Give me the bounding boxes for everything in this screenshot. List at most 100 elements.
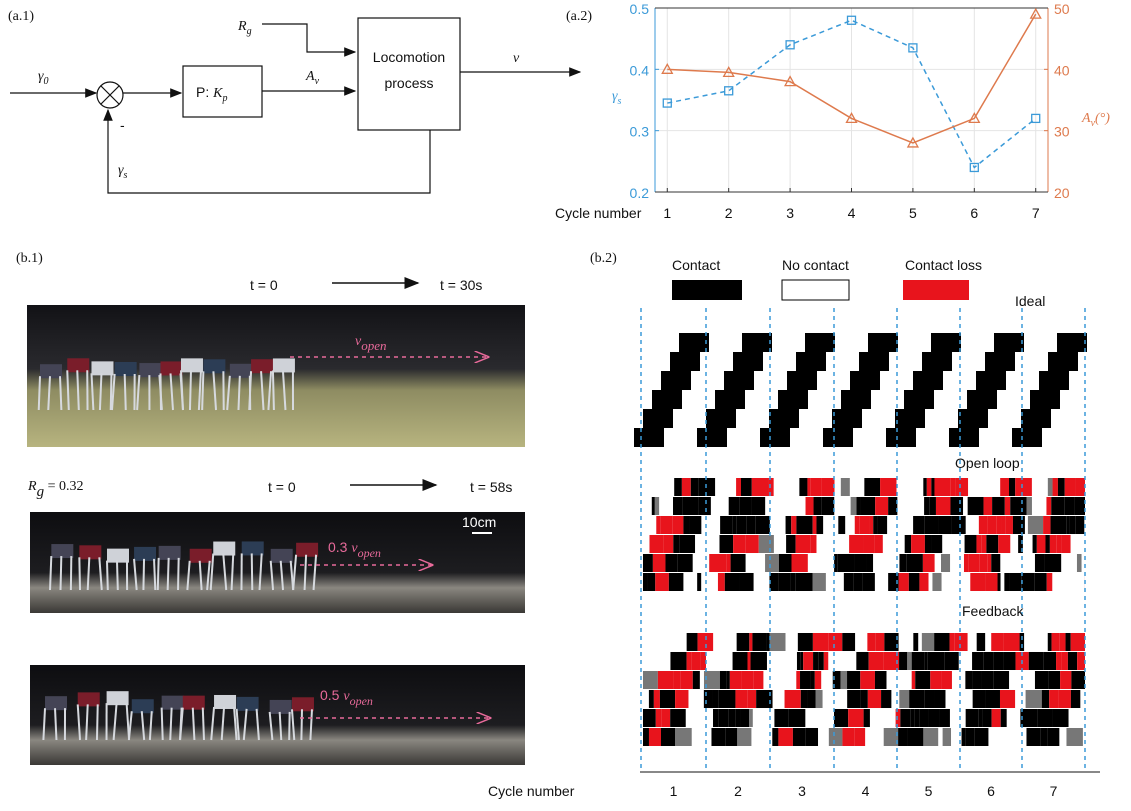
contact-block (849, 535, 863, 553)
robot-body (45, 696, 67, 710)
contact-block (970, 573, 985, 591)
contact-block (653, 554, 666, 572)
contact-block (823, 428, 853, 447)
contact-block (859, 352, 889, 371)
contact-block (701, 652, 706, 670)
contact-block (711, 728, 725, 746)
robot-leg (170, 708, 171, 740)
legend-label: Contact (672, 257, 720, 273)
contact-block (655, 573, 669, 591)
contact-block (791, 573, 796, 591)
robot-body (181, 358, 203, 372)
contact-block (691, 478, 698, 496)
contact-block (1057, 333, 1087, 352)
contact-block (1052, 709, 1068, 727)
contact-block (806, 728, 818, 746)
contact-block (662, 709, 671, 727)
contact-block (1044, 652, 1056, 670)
contact-block (801, 690, 807, 708)
contact-block (769, 409, 799, 428)
contact-block (673, 535, 680, 553)
contact-block (923, 554, 935, 572)
contact-block (922, 352, 952, 371)
x-tick-label: 4 (862, 783, 870, 799)
contact-block (813, 633, 829, 651)
contact-block (966, 709, 979, 727)
contact-block (982, 709, 991, 727)
contact-block (930, 497, 936, 515)
contact-block (899, 554, 906, 572)
robot-body (159, 546, 181, 560)
contact-block (925, 535, 932, 553)
contact-block (719, 690, 736, 708)
contact-block (1068, 652, 1077, 670)
contact-block (796, 573, 813, 591)
contact-block (643, 409, 673, 428)
contact-block (838, 554, 855, 572)
contact-block (1048, 671, 1060, 689)
contact-block (912, 652, 924, 670)
contact-block (868, 690, 881, 708)
contact-block (868, 333, 898, 352)
contact-block (925, 516, 939, 534)
contact-block (847, 690, 860, 708)
contact-block (873, 516, 877, 534)
contact-block (912, 671, 916, 689)
y-axis-label: γs (612, 89, 622, 107)
contact-block (939, 709, 950, 727)
contact-block (1021, 409, 1051, 428)
contact-block (1042, 690, 1049, 708)
contact-block (665, 554, 677, 572)
contact-block (779, 554, 792, 572)
contact-block (1052, 633, 1060, 651)
robot-body (242, 541, 264, 555)
time-label: t = 0 (268, 479, 296, 495)
prefix: 0.3 (328, 539, 351, 555)
contact-block (1005, 516, 1013, 534)
contact-block (899, 573, 909, 591)
contact-block (1000, 690, 1015, 708)
contact-block (931, 535, 942, 553)
legend-swatch (782, 280, 849, 300)
contact-block (660, 690, 675, 708)
robot-leg (301, 709, 302, 740)
contact-block (860, 690, 868, 708)
robot-body (78, 692, 100, 706)
y-tick-label: 0.2 (630, 185, 650, 201)
contact-block (706, 409, 736, 428)
contact-block (778, 573, 790, 591)
contact-block (987, 554, 991, 572)
contact-block (1066, 516, 1069, 534)
contact-block (687, 633, 698, 651)
contact-block (796, 352, 826, 371)
contact-block (913, 371, 943, 390)
contact-block (965, 671, 972, 689)
robot-body (183, 696, 205, 710)
contact-block (853, 573, 862, 591)
contact-block (1060, 633, 1066, 651)
contact-block (815, 671, 821, 689)
contact-block (747, 652, 750, 670)
contact-block (649, 690, 654, 708)
robot-leg (202, 371, 203, 410)
contact-block (704, 690, 713, 708)
contact-block (992, 497, 1005, 515)
contact-block (923, 728, 938, 746)
robot-body (107, 691, 129, 705)
contact-block (915, 671, 930, 689)
contact-block (844, 573, 853, 591)
contact-block (991, 633, 1003, 651)
robot-body (40, 364, 62, 378)
contact-block (934, 478, 950, 496)
contact-block (1033, 535, 1037, 553)
contact-block (856, 652, 868, 670)
x-tick-label: 4 (848, 205, 856, 221)
contact-block (791, 516, 796, 534)
contact-block (919, 573, 928, 591)
contact-block (772, 728, 778, 746)
process-label: process (384, 75, 433, 91)
suffix: (°) (1095, 111, 1110, 126)
contact-block (799, 478, 807, 496)
contact-block (985, 573, 997, 591)
